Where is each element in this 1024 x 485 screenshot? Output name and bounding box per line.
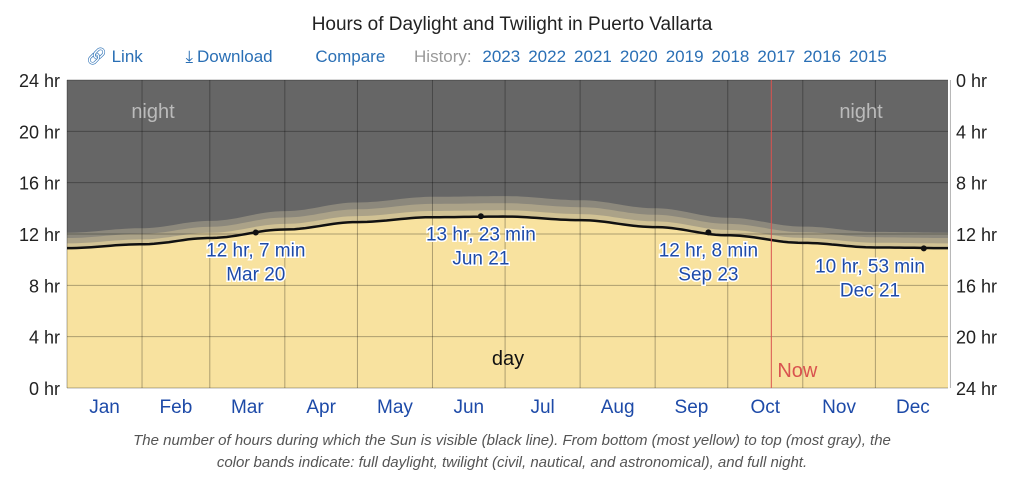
history-year-2022[interactable]: 2022 <box>528 47 567 66</box>
download-button[interactable]: ⤓ Download <box>185 47 273 66</box>
history-year-2019[interactable]: 2019 <box>665 47 704 66</box>
history-label: History: <box>414 47 472 66</box>
annotation-date: Dec 21 <box>840 280 900 301</box>
caption-line-2: color bands indicate: full daylight, twi… <box>216 454 808 471</box>
history-year-2018[interactable]: 2018 <box>711 47 750 66</box>
month-label: Nov <box>822 397 856 418</box>
link-button[interactable]: 🔗︎ Link <box>86 47 143 66</box>
now-label: Now <box>777 360 818 382</box>
month-label: May <box>377 397 413 418</box>
night-label-left: night <box>131 101 175 123</box>
daylight-chart: Now night night day 12 hr, 7 min Mar 20 13 hr,… <box>19 71 997 418</box>
history-year-2015[interactable]: 2015 <box>849 47 887 66</box>
history-year-2016[interactable]: 2016 <box>803 47 842 66</box>
y-tick-right: 0 hr <box>956 71 987 91</box>
history-year-2023[interactable]: 2023 <box>482 47 521 66</box>
month-label: Mar <box>231 397 264 418</box>
night-label-right: night <box>839 101 883 123</box>
month-label: Sep <box>675 397 709 418</box>
annotation-date: Jun 21 <box>452 248 509 269</box>
y-tick-right: 20 hr <box>956 328 997 348</box>
annotation-date: Sep 23 <box>678 264 738 285</box>
annotation-date: Mar 20 <box>226 264 285 285</box>
month-label: Jan <box>89 397 120 418</box>
compare-button[interactable]: Compare <box>315 47 386 66</box>
day-band <box>67 216 948 388</box>
download-icon: ⤓ <box>185 47 194 66</box>
month-label: Jul <box>530 397 554 418</box>
month-label: Feb <box>160 397 193 418</box>
month-label: Oct <box>750 397 780 418</box>
annotation-point <box>705 229 712 236</box>
link-icon: 🔗︎ <box>86 47 108 66</box>
history-year-2020[interactable]: 2020 <box>619 47 658 66</box>
caption: The number of hours during which the Sun… <box>0 430 1024 474</box>
month-label: Apr <box>306 397 336 418</box>
y-tick-left: 12 hr <box>19 225 60 245</box>
history-year-2017[interactable]: 2017 <box>757 47 796 66</box>
y-tick-right: 24 hr <box>956 379 997 399</box>
chart-title: Hours of Daylight and Twilight in Puerto… <box>311 14 713 35</box>
annotation-value: 13 hr, 23 min <box>426 224 536 245</box>
annotation-value: 12 hr, 8 min <box>659 240 758 261</box>
y-tick-left: 24 hr <box>19 71 60 91</box>
y-tick-right: 4 hr <box>956 122 987 142</box>
y-tick-right: 12 hr <box>956 225 997 245</box>
annotation-point <box>252 229 259 236</box>
y-tick-right: 8 hr <box>956 174 987 194</box>
daylight-line <box>67 215 948 250</box>
toolbar: 🔗︎ Link ⤓ Download Compare History: 2023 20… <box>86 47 905 67</box>
caption-line-1: The number of hours during which the Sun… <box>133 432 891 449</box>
y-tick-left: 20 hr <box>19 122 60 142</box>
y-tick-right: 16 hr <box>956 276 997 296</box>
day-label: day <box>492 348 524 370</box>
annotation-point <box>920 245 927 252</box>
month-label: Jun <box>453 397 484 418</box>
y-tick-left: 8 hr <box>29 276 60 296</box>
y-tick-left: 16 hr <box>19 174 60 194</box>
y-tick-left: 0 hr <box>29 379 60 399</box>
annotation-value: 10 hr, 53 min <box>815 256 925 277</box>
month-label: Aug <box>601 397 635 418</box>
history-year-2021[interactable]: 2021 <box>574 47 612 66</box>
annotation-value: 12 hr, 7 min <box>206 240 305 261</box>
month-label: Dec <box>896 397 930 418</box>
annotation-point <box>477 213 484 220</box>
y-tick-left: 4 hr <box>29 328 60 348</box>
